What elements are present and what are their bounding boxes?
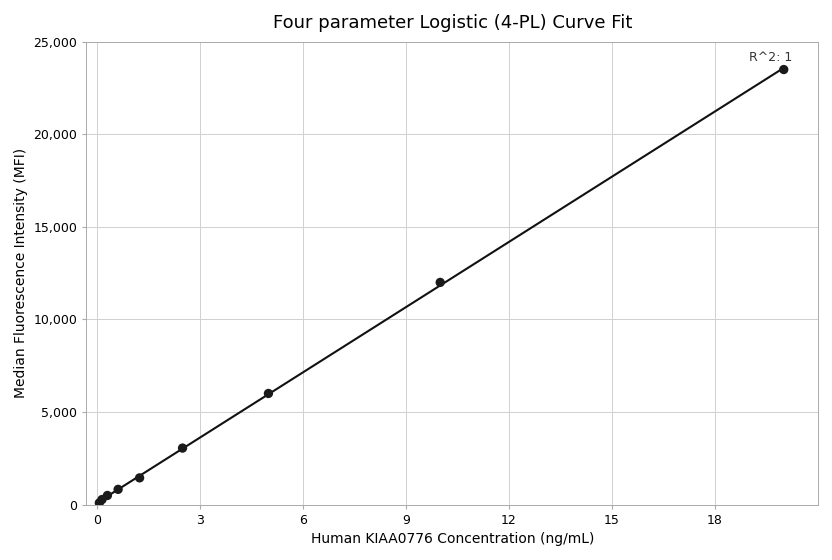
Point	[92, 498, 106, 507]
X-axis label: Human KIAA0776 Concentration (ng/mL): Human KIAA0776 Concentration (ng/mL)	[310, 532, 594, 546]
Point	[96, 495, 109, 504]
Point	[111, 485, 125, 494]
Point	[176, 444, 189, 452]
Point	[262, 389, 275, 398]
Title: Four parameter Logistic (4-PL) Curve Fit: Four parameter Logistic (4-PL) Curve Fit	[273, 14, 632, 32]
Point	[101, 491, 114, 500]
Point	[433, 278, 447, 287]
Y-axis label: Median Fluorescence Intensity (MFI): Median Fluorescence Intensity (MFI)	[14, 148, 28, 398]
Point	[133, 473, 146, 482]
Point	[777, 65, 790, 74]
Text: R^2: 1: R^2: 1	[750, 51, 793, 64]
